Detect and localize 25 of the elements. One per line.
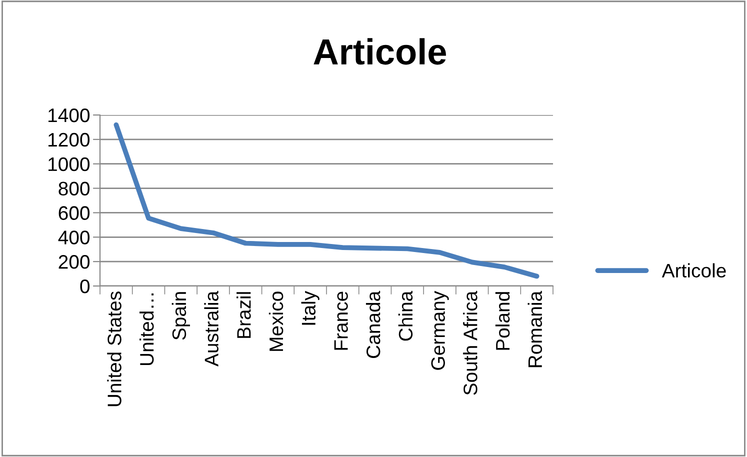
- x-tick-label: United…: [139, 294, 154, 366]
- y-tick-label: 200: [58, 255, 90, 269]
- y-tick-label: 600: [58, 206, 90, 220]
- y-tick-label: 800: [58, 182, 90, 196]
- x-tick-label: Mexico: [268, 292, 284, 351]
- y-tick-label: 400: [58, 230, 90, 244]
- chart-title: Articole: [314, 38, 446, 65]
- x-tick-label: Poland: [495, 292, 510, 350]
- line-series: [114, 122, 540, 279]
- y-tick-label: 1200: [48, 132, 90, 147]
- x-tick-label: China: [398, 290, 413, 341]
- y-tick-label: 1000: [48, 157, 90, 172]
- y-tick-label: 1400: [48, 108, 90, 122]
- x-tick-label: United States: [107, 292, 122, 406]
- x-tick-label: France: [334, 292, 348, 350]
- x-tick-label: Brazil: [236, 292, 251, 338]
- x-tick-label: Germany: [431, 290, 449, 370]
- x-tick-label: South Africa: [463, 290, 478, 395]
- x-tick-label: Romania: [528, 290, 542, 368]
- x-tick-label: Italy: [301, 290, 320, 325]
- x-tick-label: Australia: [204, 290, 218, 366]
- x-tick-label: Spain: [172, 292, 190, 340]
- x-tick-label: Canada: [366, 290, 380, 358]
- legend-label: Articole: [662, 263, 726, 278]
- y-tick-label: 0: [80, 279, 90, 294]
